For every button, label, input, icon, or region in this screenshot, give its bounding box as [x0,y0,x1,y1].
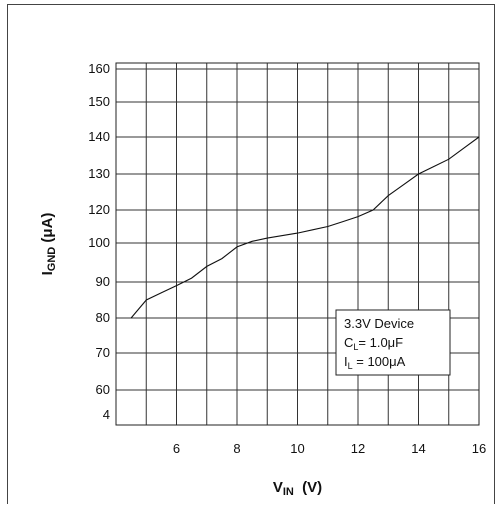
annotation-line-3-main: I [344,354,348,369]
y-tick-label: 140 [88,129,110,144]
annotation-box: 3.3V Device CL= 1.0μF IL = 100μA [335,309,451,376]
series [130,136,480,319]
x-tick-label: 16 [472,441,486,456]
x-tick-label: 14 [411,441,425,456]
y-axis-label: IGND (μA) [39,213,58,276]
x-tick-label: 12 [351,441,365,456]
y-tick-label: 100 [88,235,110,250]
x-ticks: 6 8 10 12 14 16 [173,441,486,456]
annotation-line-1: 3.3V Device [344,316,414,331]
x-tick-label: 8 [233,441,240,456]
y-tick-label: 130 [88,166,110,181]
y-tick-label: 80 [96,310,110,325]
y-ticks: 4 60 70 80 90 100 120 130 140 150 160 [88,61,110,422]
series-line [130,136,480,319]
chart-frame [7,4,495,504]
annotation-line-3-rest: = 100μA [353,354,406,369]
x-axis-label-rest: (V) [294,479,322,496]
y-tick-label: 120 [88,202,110,217]
x-axis-label-main: V [273,479,283,496]
y-tick-label: 90 [96,274,110,289]
annotation-line-3-sub: L [348,361,353,371]
plot-border [115,62,480,426]
annotation-line-2: CL= 1.0μF [344,335,403,352]
annotation-line-2-sub: L [353,342,358,352]
y-tick-label: 4 [103,407,110,422]
annotation-line-2-main: C [344,335,353,350]
x-axis-label: VIN (V) [273,479,322,498]
annotation-line-3: IL = 100μA [344,354,406,371]
x-axis-label-sub: IN [283,486,294,498]
y-axis-label-sub: GND [46,247,58,272]
annotation-rect [335,309,451,376]
y-axis-label-main: I [39,271,56,275]
y-tick-label: 60 [96,382,110,397]
y-axis-label-rest: (μA) [39,213,56,247]
y-tick-label: 160 [88,61,110,76]
y-tick-label: 70 [96,345,110,360]
x-tick-label: 6 [173,441,180,456]
grid [116,63,479,425]
y-tick-label: 150 [88,94,110,109]
annotation-line-2-rest: = 1.0μF [358,335,403,350]
x-tick-label: 10 [290,441,304,456]
